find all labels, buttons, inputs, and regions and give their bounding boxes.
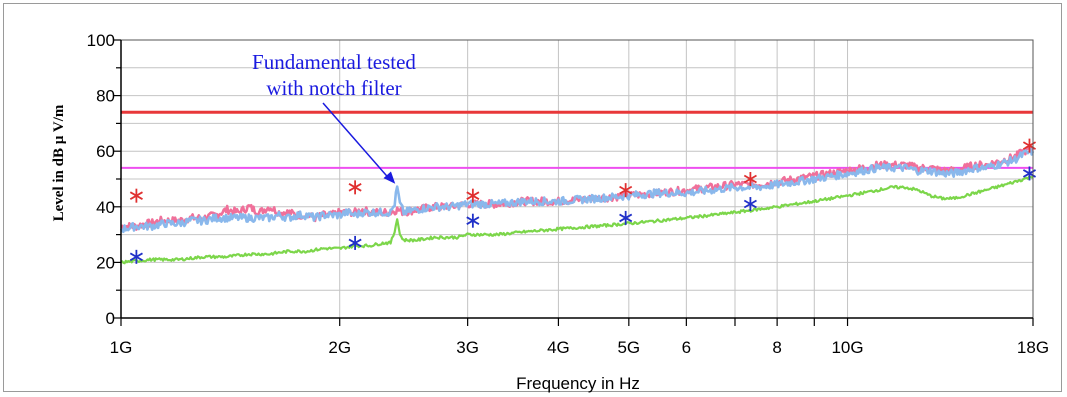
series-trace — [120, 175, 1034, 265]
asterisk-marker — [619, 210, 633, 225]
y-tick-label: 60 — [96, 142, 115, 161]
x-tick-label: 3G — [456, 338, 479, 357]
asterisk-stroke — [129, 191, 143, 200]
asterisk-marker — [129, 188, 143, 203]
asterisk-stroke — [466, 216, 480, 225]
asterisk-marker — [619, 183, 633, 198]
asterisk-stroke — [1022, 169, 1037, 178]
x-tick-label: 1G — [110, 338, 133, 357]
asterisk-stroke — [466, 191, 480, 200]
annotation-arrow-head — [383, 171, 396, 184]
series-layer — [119, 144, 1035, 265]
series-trace — [119, 147, 1035, 233]
asterisk-marker — [348, 180, 362, 195]
y-tick-label: 20 — [96, 253, 115, 272]
x-tick-label: 5G — [617, 338, 640, 357]
marker-layer — [129, 138, 1037, 264]
x-tick-label: 18G — [1017, 338, 1049, 357]
asterisk-stroke — [1022, 141, 1037, 150]
y-tick-label: 80 — [96, 87, 115, 106]
annotation-line-1: Fundamental tested — [252, 50, 416, 74]
asterisk-stroke — [619, 213, 633, 223]
annotation: Fundamental tested with notch filter — [252, 50, 416, 184]
x-axis-title: Frequency in Hz — [516, 374, 640, 393]
x-tick-label: 4G — [547, 338, 570, 357]
axes — [113, 39, 1034, 326]
x-tick-labels: 1G 2G 3G 4G 5G 6 8 10G 18G — [110, 338, 1049, 357]
y-tick-labels: 0 20 40 60 80 100 — [87, 31, 115, 328]
grid — [120, 39, 1034, 319]
y-tick-label: 100 — [87, 31, 115, 50]
limit-lines — [121, 110, 1033, 169]
x-tick-label: 6 — [682, 338, 691, 357]
asterisk-stroke — [348, 183, 362, 192]
asterisk-stroke — [348, 238, 362, 248]
asterisk-stroke — [743, 199, 757, 209]
y-axis-title: Level in dB µ V/m — [51, 104, 67, 221]
asterisk-stroke — [619, 185, 633, 195]
x-tick-label: 8 — [772, 338, 781, 357]
asterisk-marker — [466, 188, 480, 203]
asterisk-marker — [743, 197, 757, 212]
asterisk-marker — [129, 249, 143, 264]
x-tick-label: 10G — [831, 338, 863, 357]
y-tick-label: 40 — [96, 198, 115, 217]
asterisk-marker — [348, 235, 362, 250]
asterisk-marker — [743, 172, 757, 186]
x-tick-label: 2G — [328, 338, 351, 357]
asterisk-stroke — [129, 252, 143, 262]
annotation-arrow-shaft — [322, 102, 390, 180]
asterisk-marker — [466, 213, 480, 228]
asterisk-stroke — [743, 174, 757, 184]
annotation-line-2: with notch filter — [266, 76, 401, 100]
asterisk-marker — [1022, 166, 1037, 181]
y-tick-label: 0 — [106, 309, 115, 328]
asterisk-marker — [1022, 138, 1037, 153]
